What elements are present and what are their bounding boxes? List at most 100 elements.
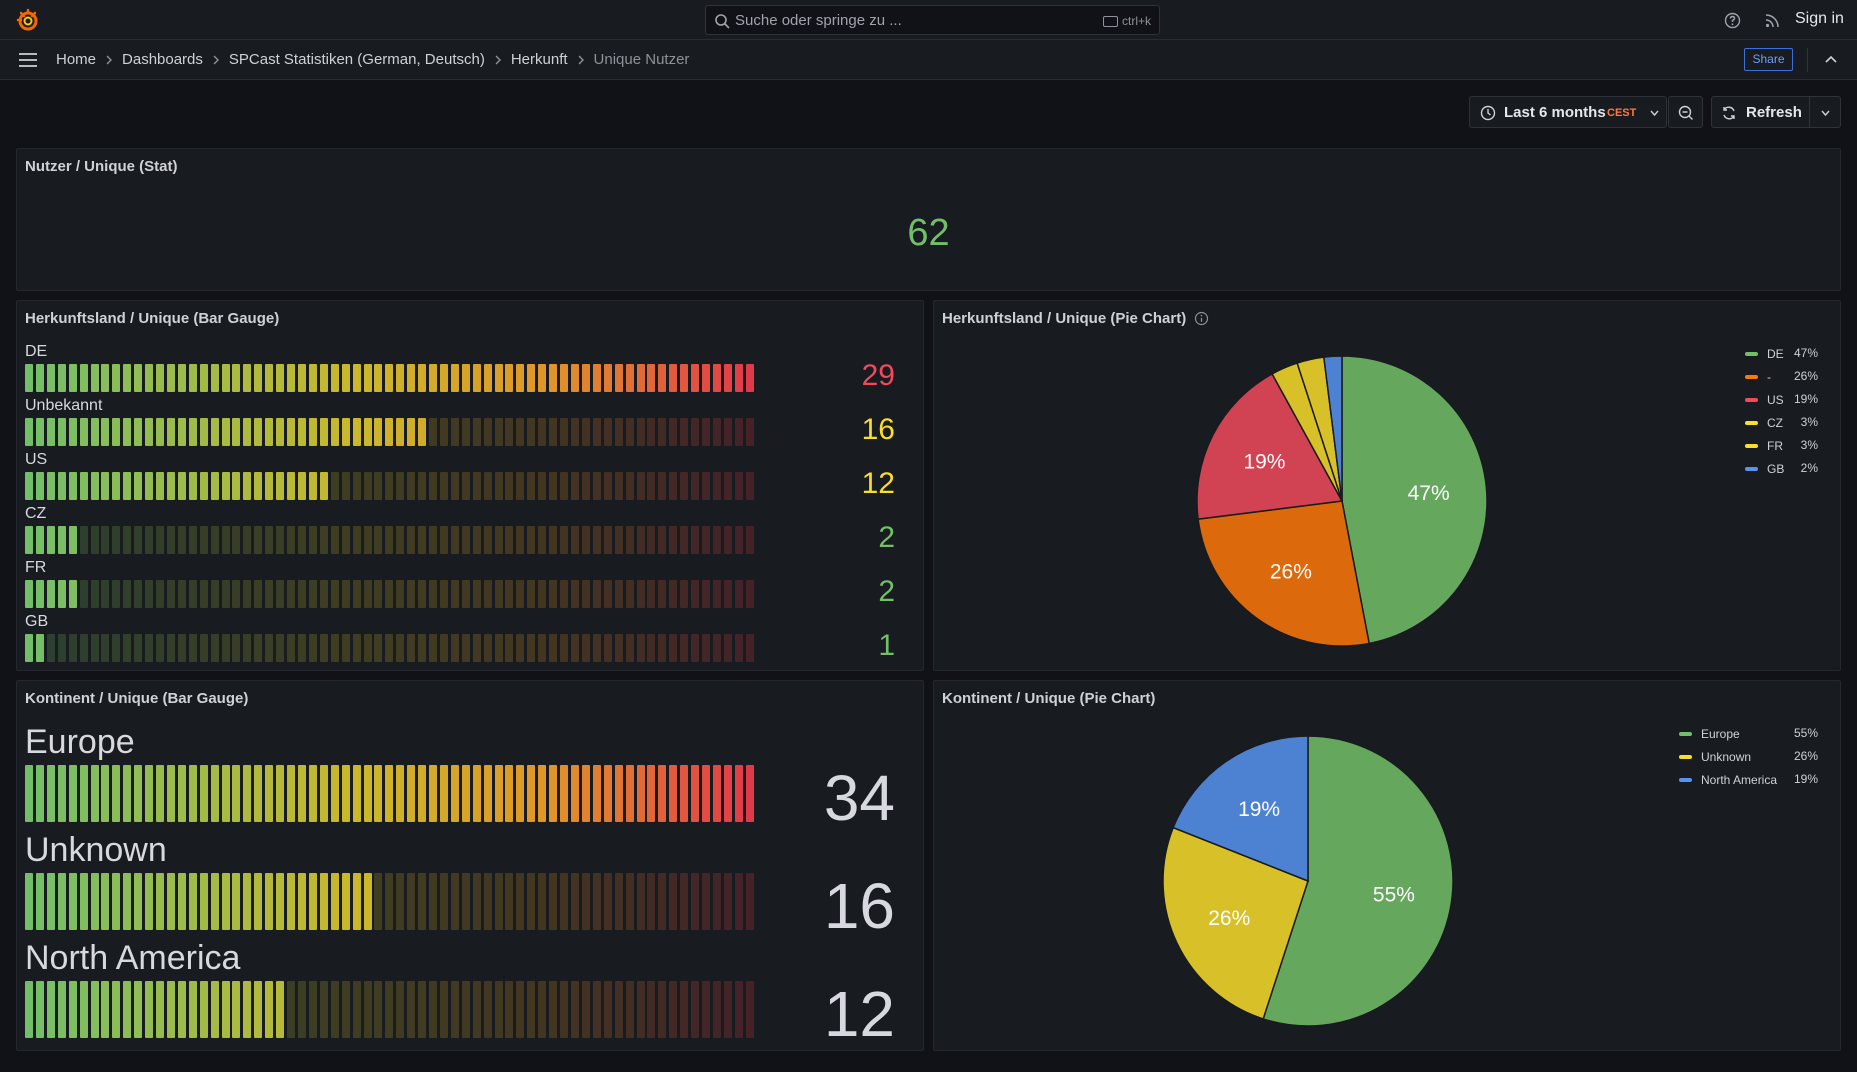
clock-icon	[1480, 105, 1496, 121]
pie-slice[interactable]	[1262, 735, 1454, 1027]
panel-title[interactable]: Nutzer / Unique (Stat)	[25, 158, 178, 175]
gauge-cell	[429, 580, 438, 608]
gauge-cell	[625, 981, 634, 1038]
gauge-cell	[363, 418, 372, 446]
gauge-value: 2	[878, 575, 895, 608]
search-input[interactable]: Suche oder springe zu ... ctrl+k	[705, 5, 1160, 35]
legend-item[interactable]: US	[1745, 393, 1784, 407]
gauge-cell	[603, 765, 612, 822]
legend-item[interactable]: North America	[1679, 773, 1777, 787]
legend-item[interactable]: CZ	[1745, 416, 1783, 430]
chevron-up-icon[interactable]	[1824, 53, 1838, 67]
gauge-cell	[341, 634, 350, 662]
gauge-cell	[734, 526, 743, 554]
gauge-cell	[647, 526, 656, 554]
search-shortcut-label: ctrl+k	[1121, 14, 1151, 28]
panel-title[interactable]: Kontinent / Unique (Bar Gauge)	[25, 690, 249, 707]
legend-item[interactable]: GB	[1745, 462, 1784, 476]
refresh-button[interactable]: Refresh	[1711, 96, 1810, 128]
gauge-cell	[483, 873, 492, 930]
legend-value: 3%	[1800, 438, 1818, 452]
gauge-cell	[494, 580, 503, 608]
legend-item[interactable]: Unknown	[1679, 750, 1751, 764]
pie-slice[interactable]	[1322, 355, 1343, 502]
legend-item[interactable]: FR	[1745, 439, 1783, 453]
pie-slice[interactable]	[1172, 735, 1309, 883]
share-button[interactable]: Share	[1744, 48, 1793, 71]
gauge-cell	[636, 981, 645, 1038]
gauge-cell	[134, 634, 143, 662]
pie-slice[interactable]	[1162, 826, 1309, 1020]
gauge-bar	[25, 472, 757, 500]
pie-slice[interactable]	[1197, 500, 1371, 647]
menu-icon[interactable]	[18, 52, 38, 68]
time-range-picker[interactable]: Last 6 months CEST	[1469, 96, 1667, 128]
legend-value: 19%	[1793, 772, 1818, 786]
gauge-cell	[319, 418, 328, 446]
gauge-cell	[396, 364, 405, 392]
gauge-cell	[691, 418, 700, 446]
legend-value: 47%	[1793, 346, 1818, 360]
breadcrumb-home[interactable]: Home	[56, 51, 97, 68]
gauge-cell	[745, 364, 754, 392]
breadcrumb-subfolder[interactable]: Herkunft	[510, 51, 568, 68]
gauge-cell	[145, 873, 154, 930]
legend-swatch	[1745, 398, 1758, 402]
gauge-cell	[494, 418, 503, 446]
gauge-cell	[429, 981, 438, 1038]
gauge-cell	[636, 472, 645, 500]
gauge-cell	[625, 765, 634, 822]
gauge-cell	[614, 526, 623, 554]
pie-slice[interactable]	[1196, 372, 1344, 521]
pie-slice[interactable]	[1341, 355, 1488, 645]
gauge-cell	[571, 580, 579, 608]
legend-label: DE	[1767, 347, 1784, 361]
refresh-interval-dropdown[interactable]	[1809, 96, 1841, 128]
chevron-down-icon	[1650, 110, 1659, 117]
rss-icon[interactable]	[1764, 12, 1781, 29]
gauge-cell	[723, 634, 732, 662]
gauge-cell	[407, 765, 416, 822]
gauge-cell	[407, 418, 416, 446]
gauge-cell	[494, 873, 503, 930]
gauge-cell	[516, 981, 525, 1038]
pie-slice-label: 26%	[1208, 907, 1250, 930]
zoom-out-button[interactable]	[1668, 96, 1703, 128]
panel-title[interactable]: Herkunftsland / Unique (Bar Gauge)	[25, 310, 280, 327]
gauge-cell	[166, 418, 175, 446]
gauge-cell	[112, 526, 121, 554]
gauge-cell	[734, 765, 743, 822]
breadcrumb-dashboards[interactable]: Dashboards	[122, 51, 203, 68]
gauge-cell	[319, 580, 328, 608]
gauge-cell	[538, 526, 547, 554]
gauge-cell	[745, 765, 754, 822]
legend-value: 26%	[1793, 369, 1818, 383]
gauge-cell	[177, 418, 186, 446]
gauge-cell	[636, 634, 645, 662]
breadcrumb-folder[interactable]: SPCast Statistiken (German, Deutsch)	[228, 51, 485, 68]
grafana-logo-icon[interactable]	[14, 8, 42, 32]
legend-item[interactable]: Europe	[1679, 727, 1740, 741]
gauge-value: 16	[823, 870, 895, 942]
gauge-cell	[702, 526, 711, 554]
gauge-cell	[581, 765, 590, 822]
help-icon[interactable]	[1724, 12, 1741, 29]
panel-title[interactable]: Herkunftsland / Unique (Pie Chart)	[942, 310, 1187, 327]
gauge-cell	[145, 526, 154, 554]
gauge-cell	[581, 873, 590, 930]
gauge-cell	[614, 981, 623, 1038]
gauge-cell	[385, 580, 394, 608]
sign-in-link[interactable]: Sign in	[1795, 10, 1844, 27]
gauge-cell	[691, 580, 700, 608]
gauge-cell	[702, 873, 711, 930]
legend-item[interactable]: DE	[1745, 347, 1784, 361]
gauge-cell	[232, 364, 241, 392]
panel-title[interactable]: Kontinent / Unique (Pie Chart)	[942, 690, 1156, 707]
info-icon[interactable]	[1194, 311, 1209, 326]
gauge-cell	[199, 873, 208, 930]
legend-item[interactable]: -	[1745, 370, 1771, 384]
gauge-cell	[25, 472, 33, 500]
gauge-cell	[90, 472, 99, 500]
gauge-cell	[505, 364, 514, 392]
gauge-cell	[461, 472, 470, 500]
